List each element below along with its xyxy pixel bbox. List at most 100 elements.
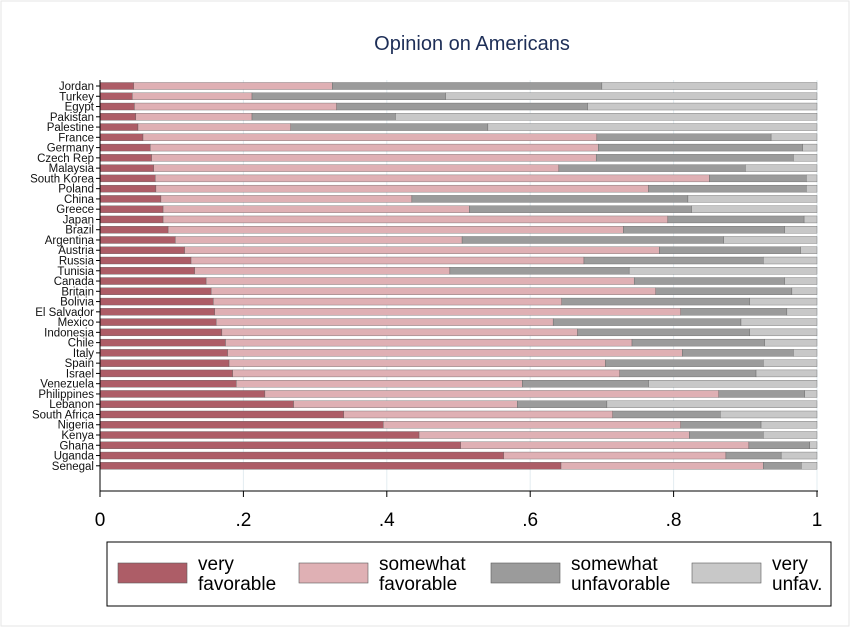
- bar-ghana-somewhat-unfavorable: [748, 441, 811, 449]
- bar-argentina-somewhat-favorable: [175, 236, 463, 244]
- y-tick-label: Spain: [65, 358, 94, 370]
- x-tick-label: 0: [95, 510, 106, 531]
- bar-pakistan-somewhat-unfavorable: [251, 113, 396, 121]
- bar-tunisia-somewhat-favorable: [194, 267, 451, 275]
- bar-senegal-somewhat-favorable: [560, 462, 764, 470]
- bar-el-salvador-very-favorable: [99, 308, 215, 316]
- y-tick-label: Jordan: [59, 81, 94, 93]
- y-tick-label: China: [64, 194, 95, 206]
- bar-south-africa-somewhat-favorable: [343, 410, 613, 419]
- bar-chile-very-unfav: [764, 338, 818, 347]
- bar-palestine-somewhat-favorable: [137, 123, 291, 131]
- bar-greece-somewhat-favorable: [162, 205, 470, 213]
- bar-venezuela-somewhat-unfavorable: [522, 380, 649, 388]
- y-tick-label: Indonesia: [44, 327, 94, 339]
- bar-japan-very-favorable: [99, 215, 164, 224]
- x-tick-label: .2: [235, 510, 251, 531]
- bar-chile-very-favorable: [99, 338, 226, 347]
- bar-indonesia-very-favorable: [99, 328, 223, 337]
- bar-austria-very-favorable: [99, 246, 185, 254]
- bar-japan-very-unfav: [803, 215, 818, 224]
- y-tick-label: Russia: [59, 256, 95, 268]
- bar-israel-very-unfav: [755, 369, 818, 378]
- bar-indonesia-somewhat-favorable: [221, 328, 578, 337]
- bar-russia-very-unfav: [763, 256, 818, 265]
- bar-russia-somewhat-unfavorable: [583, 256, 764, 265]
- bar-israel-somewhat-favorable: [232, 369, 620, 378]
- bar-kenya-very-unfav: [763, 431, 818, 439]
- legend-label-somewhat-unfavorable: somewhat: [571, 554, 658, 575]
- bars: [99, 82, 818, 470]
- bar-israel-somewhat-unfavorable: [619, 369, 757, 378]
- y-tick-label: Italy: [73, 348, 94, 360]
- bar-canada-very-unfav: [784, 277, 818, 285]
- bar-turkey-very-favorable: [99, 92, 133, 100]
- x-tick-label: .8: [666, 510, 682, 531]
- bar-el-salvador-somewhat-favorable: [214, 308, 681, 316]
- x-tick-label: .6: [522, 510, 538, 531]
- bar-austria-very-unfav: [800, 246, 818, 254]
- bar-south-korea-very-favorable: [99, 174, 156, 183]
- axes: 0 .2 .4 .6 .8 1: [95, 80, 822, 531]
- bar-italy-somewhat-unfavorable: [682, 349, 794, 357]
- y-tick-label: El Salvador: [35, 307, 94, 319]
- bar-china-very-unfav: [687, 195, 818, 203]
- bar-greece-very-favorable: [99, 205, 164, 213]
- bar-egypt-very-unfav: [587, 102, 818, 111]
- bar-austria-somewhat-favorable: [184, 246, 660, 254]
- legend-label-very-favorable: favorable: [198, 574, 276, 595]
- bar-jordan-very-unfav: [601, 82, 818, 90]
- bar-el-salvador-somewhat-unfavorable: [680, 308, 788, 316]
- y-tick-label: France: [58, 132, 94, 144]
- legend-label-very-favorable: very: [198, 554, 234, 575]
- bar-nigeria-somewhat-favorable: [383, 421, 681, 429]
- bar-philippines-very-unfav: [804, 390, 818, 398]
- bar-philippines-somewhat-favorable: [264, 390, 719, 398]
- bar-tunisia-very-favorable: [99, 267, 195, 275]
- y-tick-labels: JordanTurkeyEgyptPakistanPalestineFrance…: [30, 81, 95, 473]
- bar-turkey-somewhat-unfavorable: [251, 92, 446, 100]
- bar-bolivia-somewhat-unfavorable: [561, 297, 750, 306]
- bar-malaysia-somewhat-unfavorable: [558, 164, 746, 172]
- y-tick-label: Turkey: [59, 91, 94, 103]
- bar-el-salvador-very-unfav: [786, 308, 818, 316]
- bar-chile-somewhat-favorable: [225, 338, 633, 347]
- bar-egypt-somewhat-unfavorable: [336, 102, 588, 111]
- legend-key-somewhat-unfavorable: [490, 562, 561, 584]
- bar-britain-somewhat-unfavorable: [655, 287, 793, 295]
- bar-austria-somewhat-unfavorable: [659, 246, 801, 254]
- bar-uganda-very-favorable: [99, 451, 504, 460]
- bar-malaysia-somewhat-favorable: [153, 164, 560, 172]
- bar-venezuela-very-favorable: [99, 380, 237, 388]
- bar-israel-very-favorable: [99, 369, 233, 378]
- y-tick-label: South Africa: [32, 409, 95, 421]
- legend-key-very-favorable: [117, 562, 188, 584]
- legend-label-very-unfav: unfav.: [772, 574, 822, 595]
- bar-germany-very-unfav: [802, 143, 818, 152]
- bar-indonesia-somewhat-unfavorable: [577, 328, 750, 337]
- bar-france-somewhat-unfavorable: [596, 133, 772, 141]
- bar-brazil-somewhat-favorable: [167, 226, 624, 234]
- bar-ghana-somewhat-favorable: [460, 441, 750, 449]
- y-tick-label: Tunisia: [57, 266, 94, 278]
- bar-nigeria-very-favorable: [99, 421, 384, 429]
- bar-brazil-somewhat-unfavorable: [623, 226, 785, 234]
- bar-palestine-very-favorable: [99, 123, 139, 131]
- bar-bolivia-very-favorable: [99, 297, 214, 306]
- bar-nigeria-somewhat-unfavorable: [680, 421, 762, 429]
- bar-italy-very-unfav: [793, 349, 818, 357]
- y-tick-label: Egypt: [65, 102, 95, 114]
- bar-canada-very-favorable: [99, 277, 207, 285]
- bar-turkey-somewhat-favorable: [132, 92, 253, 100]
- bar-lebanon-very-unfav: [606, 400, 818, 408]
- bar-tunisia-very-unfav: [628, 267, 818, 275]
- y-tick-label: Kenya: [61, 430, 94, 442]
- bar-senegal-very-unfav: [801, 462, 818, 470]
- bar-malaysia-very-favorable: [99, 164, 154, 172]
- legend-key-somewhat-favorable: [298, 562, 369, 584]
- y-tick-label: Britain: [61, 286, 94, 298]
- bar-palestine-somewhat-unfavorable: [290, 123, 489, 131]
- bar-france-very-unfav: [770, 133, 818, 141]
